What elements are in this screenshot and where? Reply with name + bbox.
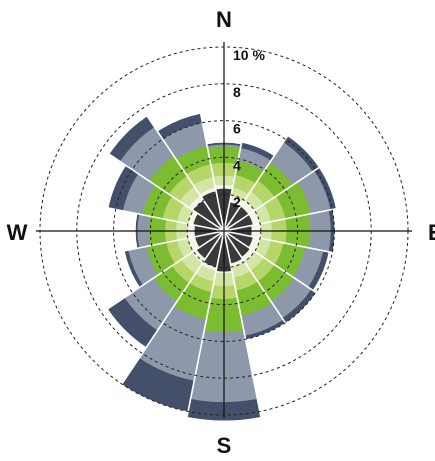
sector-divider-16: [199, 113, 225, 232]
petal-nnw-band-1: [201, 191, 224, 231]
cardinal-east-label: E: [428, 220, 435, 245]
sector-divider-lines: [107, 113, 337, 418]
cardinal-west-label: W: [7, 220, 28, 245]
petal-ne-band-1: [224, 206, 249, 231]
radial-tick-label-6: 6: [233, 121, 241, 137]
sector-divider-2: [223, 135, 289, 232]
radial-tick-label-2: 2: [233, 194, 241, 210]
sector-divider-7: [223, 230, 286, 324]
sector-divider-4: [223, 207, 337, 232]
sector-divider-9: [186, 230, 225, 418]
sector-divider-12: [124, 230, 225, 252]
sector-divider-10: [121, 230, 225, 385]
axis-lines: [36, 42, 412, 418]
radial-tick-label-8: 8: [233, 84, 241, 100]
petal-sw-band-1: [196, 231, 224, 259]
sector-divider-3: [223, 166, 320, 232]
sector-divider-1: [223, 142, 243, 232]
cardinal-north-label: N: [216, 7, 232, 32]
sector-divider-11: [107, 230, 225, 310]
wind-rose-petals: [107, 113, 336, 421]
petal-se-band-1: [224, 231, 251, 258]
sector-divider-14: [108, 153, 225, 232]
sector-divider-13: [108, 207, 225, 232]
sector-divider-6: [223, 230, 317, 293]
sector-divider-15: [146, 115, 225, 232]
radial-tick-label-10: 10 %: [233, 47, 265, 63]
radial-tick-labels: 2 4 6 8 10 %: [233, 47, 265, 210]
radial-tick-label-4: 4: [233, 157, 241, 173]
sector-divider-8: [223, 230, 262, 418]
petal-nw-band-1: [193, 200, 224, 231]
cardinal-south-label: S: [217, 433, 232, 458]
sector-divider-5: [223, 230, 333, 254]
